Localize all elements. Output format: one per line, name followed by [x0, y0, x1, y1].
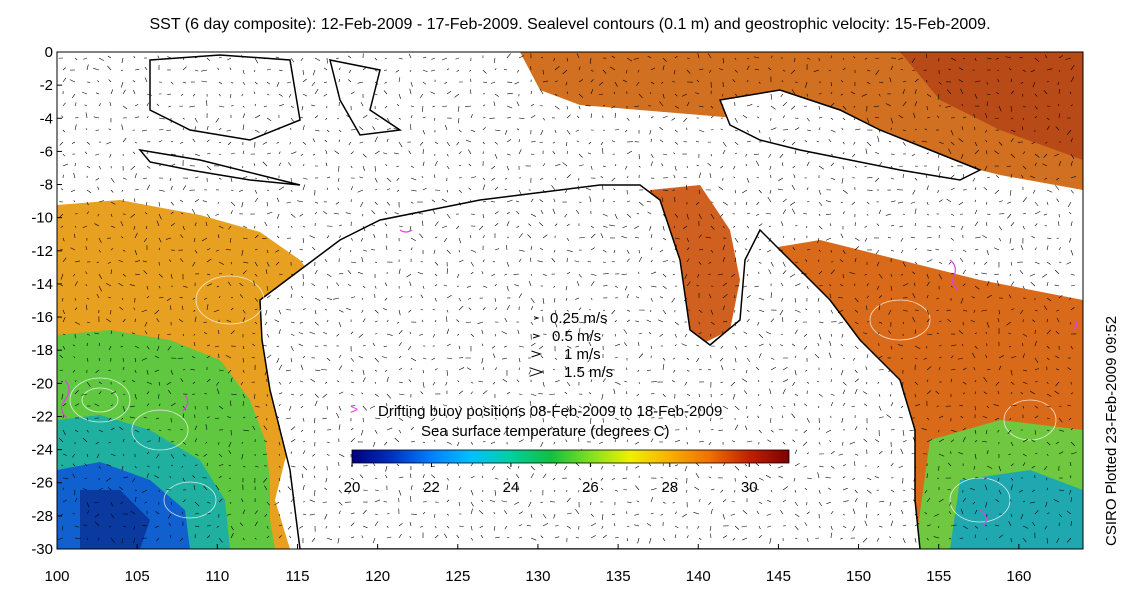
- plot-frame: [56, 51, 1084, 550]
- land-java: [138, 148, 301, 186]
- lon-tick-label: 145: [766, 568, 791, 585]
- velocity-scale-label: 1.5 m/s: [564, 364, 613, 381]
- lon-tick-label: 160: [1006, 568, 1031, 585]
- lon-tick-label: 115: [286, 568, 310, 585]
- velocity-legend: 0.25 m/s0.5 m/s1 m/s1.5 m/s: [529, 310, 613, 381]
- lat-tick-label: -2: [40, 77, 53, 94]
- lat-tick-label: -18: [31, 342, 53, 359]
- plot-credit: CSIRO Plotted 23-Feb-2009 09:52: [1103, 316, 1120, 546]
- colorbar-ticks: 20 22 24 26 28 30: [344, 463, 758, 496]
- lat-tick-label: -22: [31, 408, 53, 425]
- land-borneo: [149, 54, 301, 141]
- velocity-scale-arrow: [533, 316, 540, 320]
- lon-tick-label: 110: [205, 568, 229, 585]
- sealevel-contours: [69, 275, 1057, 523]
- lon-tick-label: 125: [445, 568, 470, 585]
- lat-tick-label: -30: [31, 541, 53, 558]
- latitude-axis: 0 -2 -4 -6 -8 -10 -12 -14 -16 -18 -20 -22 -24 -26 -28 -…: [31, 44, 62, 558]
- lat-tick-label: -8: [40, 177, 53, 194]
- colorbar-tick-label: 26: [582, 479, 599, 496]
- velocity-scale-arrow: [529, 367, 545, 377]
- lon-tick-label: 105: [125, 568, 150, 585]
- buoy-legend-symbol: >: [350, 401, 358, 417]
- lon-tick-label: 120: [365, 568, 390, 585]
- lat-tick-label: -4: [40, 110, 53, 127]
- velocity-scale-label: 0.25 m/s: [550, 310, 608, 327]
- land-sulawesi: [328, 59, 403, 136]
- longitude-axis: 100 105 110 115 120 125 130 135 140 145 150 155 160: [44, 544, 1031, 585]
- colorbar-bar: [351, 449, 790, 464]
- colorbar-tick-label: 20: [344, 479, 361, 496]
- lat-tick-label: -24: [31, 442, 53, 459]
- lat-tick-label: -20: [31, 375, 53, 392]
- lat-tick-label: -26: [31, 475, 53, 492]
- velocity-scale-arrow: [532, 333, 541, 339]
- velocity-scale-label: 1 m/s: [564, 346, 601, 363]
- sst-colorbar: Sea surface temperature (degrees C) 20 22…: [344, 423, 790, 496]
- lat-tick-label: -14: [31, 276, 53, 293]
- colorbar-tick-label: 28: [661, 479, 678, 496]
- side-note: CSIRO Plotted 23-Feb-2009 09:52: [1086, 250, 1140, 550]
- lon-tick-label: 150: [846, 568, 871, 585]
- lat-tick-label: -16: [31, 309, 53, 326]
- lat-tick-label: 0: [45, 44, 53, 61]
- colorbar-tick-label: 30: [741, 479, 758, 496]
- buoy-tracks: [60, 229, 1078, 527]
- sst-field-southwest: [57, 200, 340, 549]
- colorbar-tick-label: 22: [423, 479, 440, 496]
- lon-tick-label: 155: [926, 568, 951, 585]
- lat-tick-label: -28: [31, 508, 53, 525]
- lon-tick-label: 140: [686, 568, 711, 585]
- map-title: SST (6 day composite): 12-Feb-2009 - 17-…: [149, 16, 991, 33]
- lon-tick-label: 130: [525, 568, 550, 585]
- buoy-legend-label: Drifting buoy positions 08-Feb-2009 to 1…: [378, 403, 722, 420]
- lat-tick-label: -12: [31, 243, 53, 260]
- geostrophic-velocity-arrows: [57, 53, 1077, 544]
- velocity-scale-arrow: [531, 350, 543, 358]
- lon-tick-label: 100: [44, 568, 69, 585]
- colorbar-title: Sea surface temperature (degrees C): [421, 423, 669, 440]
- lat-tick-label: -6: [40, 143, 53, 160]
- velocity-scale-label: 0.5 m/s: [552, 328, 601, 345]
- lon-tick-label: 135: [606, 568, 631, 585]
- lat-tick-label: -10: [31, 210, 53, 227]
- land-new-guinea: [718, 89, 982, 181]
- buoy-legend: > Drifting buoy positions 08-Feb-2009 to…: [350, 401, 722, 420]
- colorbar-tick-label: 24: [503, 479, 520, 496]
